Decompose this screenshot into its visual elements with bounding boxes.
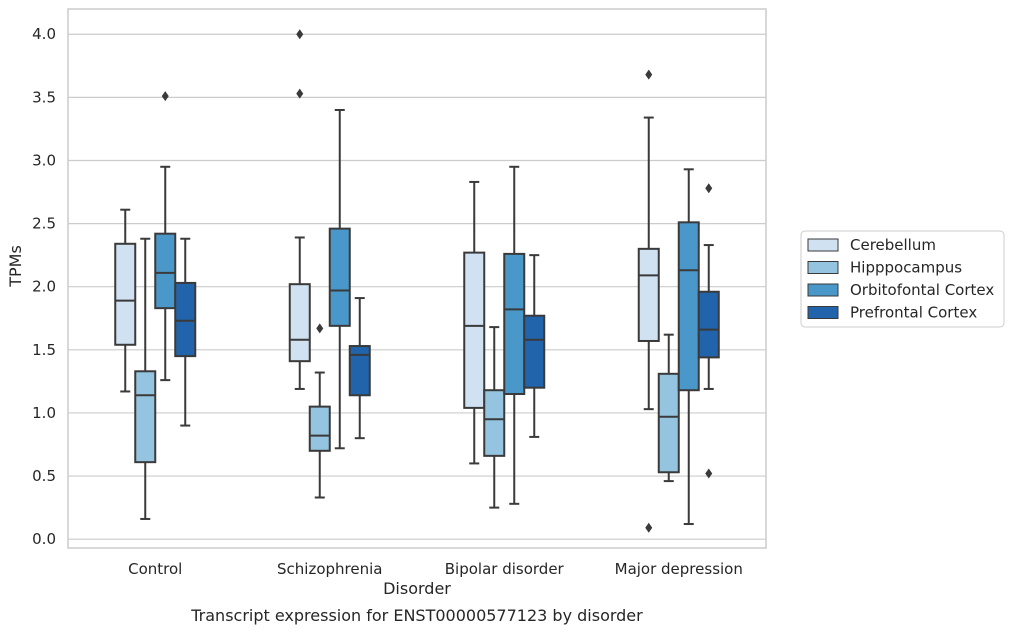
plot-frame [67, 8, 767, 549]
legend-swatch [807, 238, 839, 252]
legend-frame [800, 230, 1005, 328]
box-iqr [154, 232, 177, 310]
box-iqr [308, 405, 331, 452]
boxplot-box [463, 180, 486, 465]
outlier-point [296, 88, 304, 99]
boxplot-box [637, 69, 660, 533]
legend-label: Orbitofontal Cortex [850, 281, 994, 299]
y-tick-label: 0.5 [32, 467, 56, 485]
legend-swatch [807, 306, 839, 319]
y-tick-label: 2.0 [32, 278, 56, 296]
box-iqr [463, 251, 486, 409]
legend-label: Prefrontal Cortex [850, 304, 977, 322]
legend: Cerebellum Hipppocampus Orbitofontal Corte… [800, 230, 1005, 328]
boxplot-box [483, 326, 506, 509]
box-iqr [503, 252, 526, 395]
boxplot-boxes [114, 29, 720, 533]
outlier-point [705, 183, 713, 194]
y-tick-label: 0.0 [32, 530, 56, 548]
x-tick-label: Schizophrenia [277, 560, 382, 578]
boxplot-box [348, 297, 371, 440]
y-tick-label: 1.5 [32, 341, 56, 359]
x-tick-label: Major depression [615, 560, 743, 578]
box-iqr [697, 290, 720, 359]
x-axis-label: Disorder [383, 579, 451, 598]
outlier-point [316, 323, 324, 334]
y-tick-label: 2.5 [32, 215, 56, 233]
outlier-point [645, 69, 653, 80]
box-iqr [288, 283, 311, 363]
box-iqr [328, 227, 351, 327]
boxplot-box [328, 108, 351, 450]
boxplot-box [503, 165, 526, 505]
boxplot-box [114, 208, 137, 393]
outlier-point [645, 522, 653, 533]
box-iqr [134, 370, 157, 464]
outlier-point [705, 468, 713, 479]
box-iqr [174, 281, 197, 358]
box-iqr [523, 314, 546, 389]
box-iqr [483, 389, 506, 457]
outlier-point [161, 91, 169, 102]
x-axis-ticks: Control Schizophrenia Bipolar disorder Majo… [128, 560, 743, 578]
x-tick-label: Control [128, 560, 182, 578]
y-axis-label: TPMs [6, 245, 25, 288]
legend-swatch [807, 261, 839, 274]
box-iqr [348, 345, 371, 397]
y-axis-ticks: 0.0 0.5 1.0 1.5 2.0 2.5 3.0 3.5 4.0 [32, 25, 56, 548]
boxplot-box [154, 91, 177, 382]
chart-caption: Transcript expression for ENST0000057712… [191, 606, 643, 625]
boxplot-box [174, 237, 197, 427]
boxplot-box [308, 323, 331, 499]
boxplot-box [697, 183, 720, 479]
box-iqr [657, 372, 680, 474]
legend-label: Hipppocampus [850, 259, 962, 277]
legend-label: Cerebellum [850, 236, 936, 254]
box-iqr [637, 247, 660, 342]
outlier-point [296, 29, 304, 40]
boxplot-box [134, 237, 157, 520]
legend-swatch [807, 283, 839, 297]
box-iqr [677, 221, 700, 392]
boxplot-box [657, 333, 680, 483]
boxplot-box [677, 168, 700, 526]
boxplot-box [523, 254, 546, 438]
x-tick-label: Bipolar disorder [445, 560, 565, 578]
y-tick-label: 3.5 [32, 88, 56, 106]
y-tick-label: 3.0 [32, 151, 56, 169]
legend-items: Cerebellum Hipppocampus Orbitofontal Corte… [807, 236, 994, 322]
boxplot-box [288, 29, 311, 390]
y-tick-label: 4.0 [32, 25, 56, 43]
y-tick-label: 1.0 [32, 404, 56, 422]
box-iqr [114, 242, 137, 346]
